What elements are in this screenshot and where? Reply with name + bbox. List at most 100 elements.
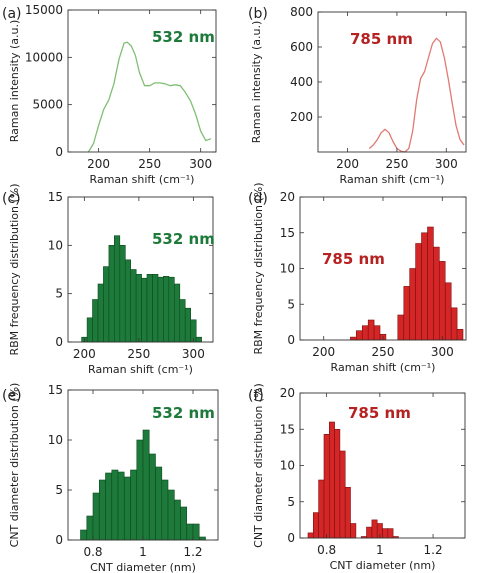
histogram-bar <box>174 283 181 343</box>
x-tick-label: 300 <box>435 157 458 171</box>
wavelength-annotation: 532 nm <box>152 28 215 46</box>
y-axis-title: CNT diameter distribution (%) <box>252 383 265 548</box>
histogram-bar <box>382 528 389 539</box>
histogram-bar <box>167 489 175 541</box>
x-axis-title: CNT diameter (nm) <box>330 559 436 572</box>
y-tick-label: 0 <box>55 335 63 349</box>
y-tick-label: 10 <box>48 433 63 447</box>
histogram-bar <box>438 261 446 341</box>
panel-label: (c) <box>2 191 21 207</box>
histogram-bar <box>184 307 191 343</box>
histogram-bar <box>157 276 164 343</box>
y-tick-label: 10000 <box>25 50 63 64</box>
histogram-bar <box>366 526 373 539</box>
x-tick-label: 250 <box>138 157 161 171</box>
panel-c: (c) 200 250 300 0 5 10 15 Raman shift (cm⁻¹) RBM … <box>2 183 215 376</box>
wavelength-annotation: 532 nm <box>152 230 215 248</box>
y-tick-label: 20 <box>280 386 295 400</box>
histogram-bar <box>339 450 346 539</box>
histogram-bar <box>397 314 404 341</box>
histogram-bar <box>152 273 159 343</box>
y-tick-label: 10 <box>48 238 63 252</box>
panel-label: (d) <box>248 191 268 207</box>
histogram-bar <box>117 471 125 541</box>
histogram-bar <box>427 226 434 341</box>
histogram-bar <box>312 512 319 539</box>
x-tick-label: 0.8 <box>83 545 102 559</box>
histogram-bar <box>155 466 163 541</box>
histogram-bar <box>92 299 99 343</box>
series-line <box>368 37 465 153</box>
histogram-bar <box>373 325 381 341</box>
x-axis-title: Raman shift (cm⁻¹) <box>340 173 445 186</box>
x-tick-label: 250 <box>372 345 395 359</box>
y-tick-label: 600 <box>290 40 313 54</box>
x-tick-label: 300 <box>431 345 454 359</box>
wavelength-annotation: 532 nm <box>152 404 215 422</box>
y-tick-label: 0 <box>287 531 295 545</box>
histogram-bar <box>387 528 394 539</box>
y-tick-label: 15 <box>48 190 63 204</box>
histogram-bar <box>174 499 181 541</box>
y-tick-label: 400 <box>290 75 313 89</box>
histogram-bar <box>307 532 314 539</box>
histogram-bar <box>124 259 131 343</box>
panel-b: (b) 200 250 300 200 400 600 800 Raman shift (cm⁻… <box>248 5 467 186</box>
histogram-bar <box>350 523 357 539</box>
histogram-bar <box>323 433 330 539</box>
histogram-bar <box>192 523 200 541</box>
histogram-bar <box>344 486 351 539</box>
histogram-bar <box>179 299 186 343</box>
y-tick-label: 5 <box>55 483 63 497</box>
histogram-bar <box>180 506 187 541</box>
histogram-bar <box>99 479 106 541</box>
histogram-bar <box>103 266 110 343</box>
y-tick-label: 15 <box>48 383 63 397</box>
y-tick-label: 0 <box>287 333 295 347</box>
y-tick-label: 20 <box>280 190 295 204</box>
y-tick-label: 15000 <box>25 3 63 17</box>
histogram-bar <box>141 277 148 343</box>
y-tick-label: 10 <box>280 459 295 473</box>
histogram-bar <box>146 273 153 343</box>
x-axis-title: Raman shift (cm⁻¹) <box>88 363 193 376</box>
y-axis-title: CNT diameter distribution (%) <box>8 383 21 548</box>
histogram-bar <box>444 282 452 341</box>
histogram-bar <box>168 276 175 343</box>
x-tick-label: 250 <box>127 347 150 361</box>
panel-label: (a) <box>2 6 22 22</box>
histogram-bar <box>119 245 126 343</box>
histogram-bar <box>195 336 202 343</box>
axes-frame <box>67 9 217 153</box>
y-tick-label: 15 <box>280 226 295 240</box>
histogram-bar <box>130 269 137 343</box>
panel-label: (f) <box>248 388 264 404</box>
histogram-bar <box>114 235 121 343</box>
x-tick-label: 0.8 <box>317 543 336 557</box>
y-axis-title: Raman intensity (a.u.) <box>8 20 21 143</box>
histogram-bar <box>456 328 464 341</box>
x-tick-label: 200 <box>336 157 359 171</box>
histogram-bar <box>328 421 335 539</box>
histogram-bar <box>199 536 206 541</box>
panel-label: (e) <box>2 388 22 404</box>
y-tick-label: 0 <box>55 533 63 547</box>
histogram-bar <box>105 472 112 541</box>
histogram-bar <box>403 286 410 341</box>
x-tick-label: 300 <box>189 157 212 171</box>
histogram-bar <box>415 243 422 341</box>
x-tick-label: 200 <box>73 347 96 361</box>
y-axis-title: RBM frequency distribution (%) <box>252 182 265 354</box>
x-tick-label: 200 <box>87 157 110 171</box>
series-line <box>87 41 212 153</box>
x-tick-label: 200 <box>312 345 335 359</box>
histogram-bar <box>161 479 169 541</box>
y-tick-label: 800 <box>290 5 313 19</box>
panel-d: (d) 200 250 300 0 5 10 15 20 Raman shift (cm⁻¹) RB… <box>248 182 467 374</box>
histogram-bar <box>149 453 156 541</box>
x-tick-label: 1 <box>139 545 147 559</box>
histogram-bar <box>111 469 119 541</box>
histogram-bar <box>97 283 104 343</box>
x-tick-label: 250 <box>385 157 408 171</box>
histogram-bar <box>108 245 115 343</box>
